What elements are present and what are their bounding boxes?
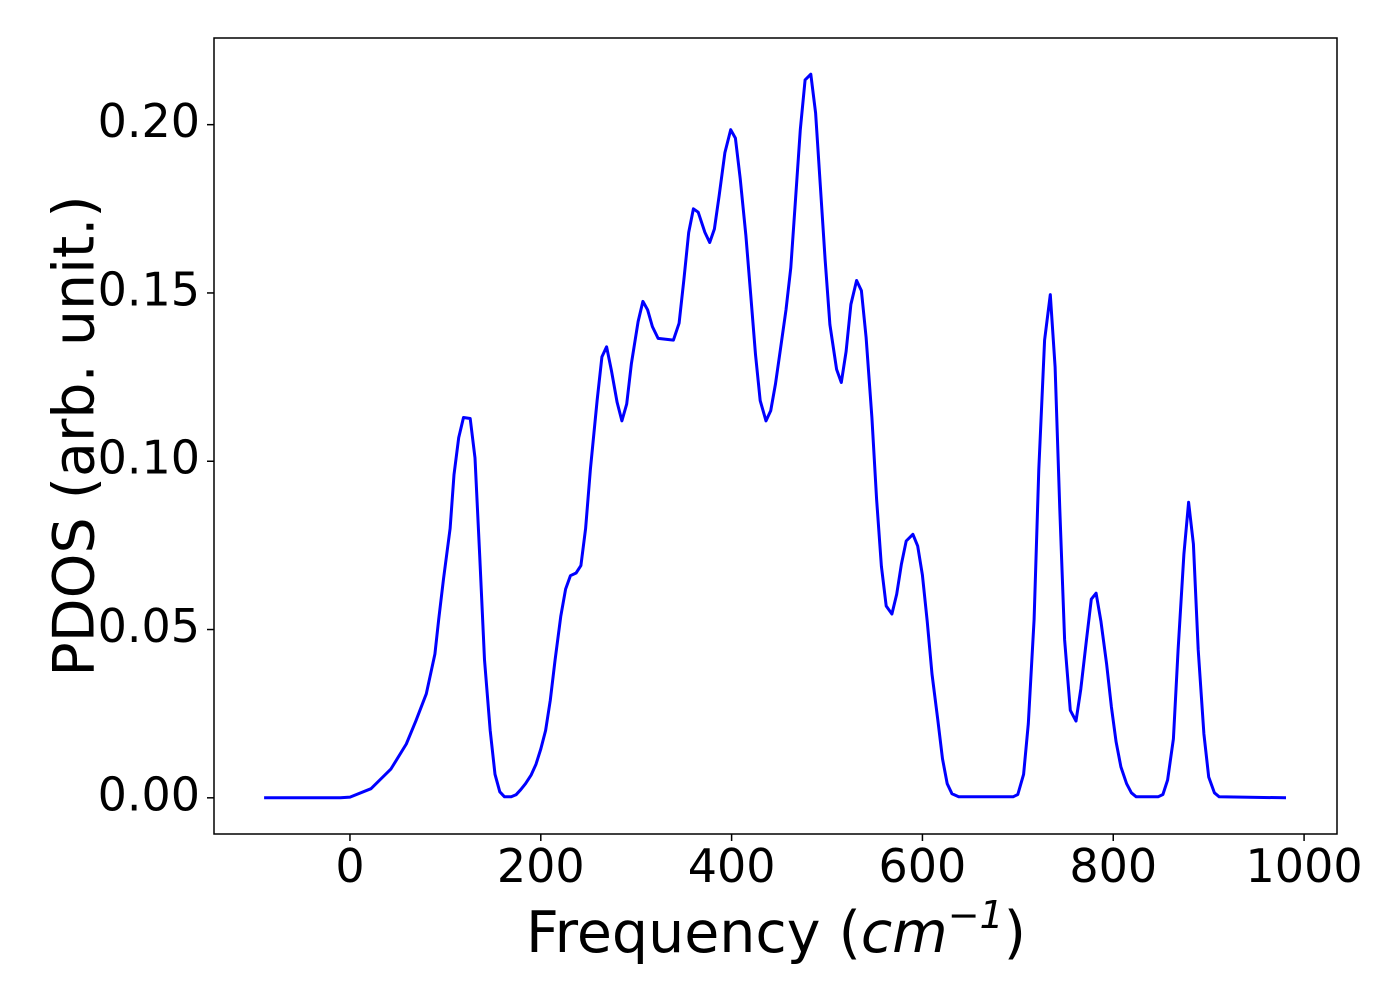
- x-label-exponent: −1: [948, 893, 1004, 937]
- y-tick-label: 0.10: [98, 431, 200, 485]
- plot-frame: [213, 37, 1338, 835]
- x-tick-label: 400: [688, 839, 776, 893]
- pdos-line: [264, 72, 1287, 800]
- x-label-text: Frequency (: [526, 900, 861, 966]
- x-tick-label: 800: [1069, 839, 1157, 893]
- x-tick-label: 200: [497, 839, 585, 893]
- x-tick-label: 0: [335, 839, 364, 893]
- x-tick-label: 600: [879, 839, 967, 893]
- y-tick-label: 0.00: [98, 767, 200, 821]
- y-tick-label: 0.20: [98, 94, 200, 148]
- y-tick-label: 0.15: [98, 262, 200, 316]
- y-tick-label: 0.05: [98, 599, 200, 653]
- x-axis-label: Frequency (cm−1): [526, 893, 1026, 966]
- x-tick-label: 1000: [1246, 839, 1363, 893]
- y-axis-label: PDOS (arb. unit.): [42, 195, 108, 676]
- x-label-unit: cm: [861, 900, 948, 966]
- x-label-text: ): [1004, 900, 1026, 966]
